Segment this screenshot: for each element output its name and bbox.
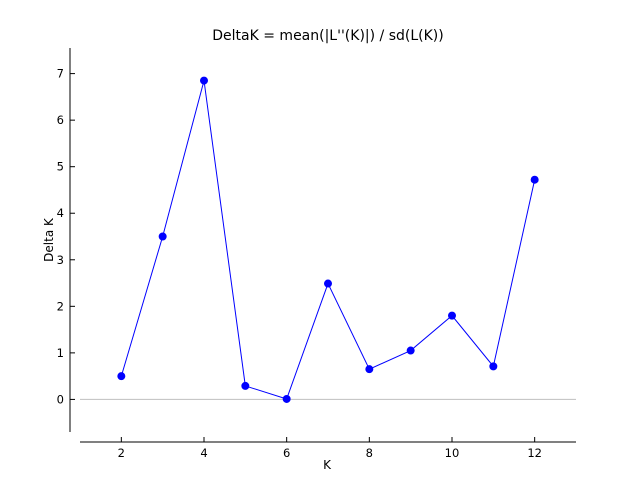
data-point [530,175,539,184]
series-layer [117,76,539,403]
y-tick-label: 4 [57,206,64,220]
x-tick-label: 8 [366,446,373,460]
data-point [241,381,250,390]
chart-title: DeltaK = mean(|L''(K)|) / sd(L(K)) [212,28,443,44]
data-point [489,362,498,371]
y-axis-label: Delta K [42,217,56,262]
y-tick-label: 3 [57,253,64,267]
data-point [200,76,208,85]
data-point [117,372,126,381]
axes [69,48,576,443]
x-tick-label: 6 [283,446,290,460]
data-point [448,311,456,320]
y-ticks: 0 1 2 3 4 5 6 7 [57,67,75,406]
y-tick-label: 7 [57,67,64,81]
data-point [158,232,167,241]
y-tick-label: 5 [57,160,64,174]
y-tick-label: 6 [57,113,64,127]
series-line [120,80,536,400]
data-point [365,365,374,374]
x-tick-label: 12 [527,446,542,460]
y-tick-label: 0 [57,392,64,406]
x-axis-label: K [323,458,332,472]
data-point [282,394,291,403]
x-tick-label: 10 [445,446,460,460]
data-point [406,346,415,355]
x-ticks: 2 4 6 8 10 12 [118,437,542,460]
x-tick-label: 4 [200,446,207,460]
y-tick-label: 2 [57,299,64,313]
x-tick-label: 2 [118,446,125,460]
data-point [324,279,332,288]
y-tick-label: 1 [57,346,64,360]
